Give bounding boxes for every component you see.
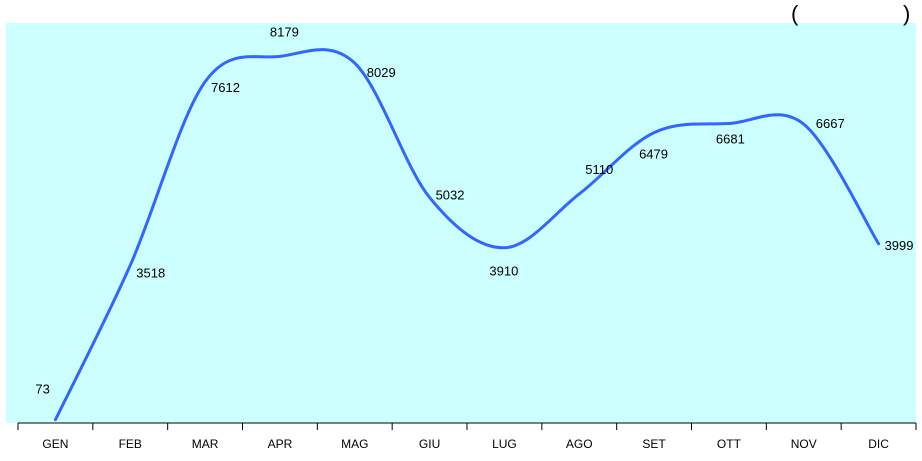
data-label: 6479 (639, 147, 668, 162)
series-line (53, 48, 881, 422)
x-tick-label: FEB (119, 437, 142, 451)
x-tick-label: AGO (566, 437, 593, 451)
data-label: 5110 (585, 162, 613, 177)
data-label: 3910 (489, 264, 518, 279)
data-label: 8179 (270, 24, 299, 39)
x-tick-label: OTT (717, 437, 742, 451)
data-label: 3518 (136, 265, 165, 280)
chart-title-area: ( ) (791, 1, 910, 26)
x-tick-label: LUG (492, 437, 517, 451)
data-label: 5032 (436, 187, 465, 202)
data-label: 73 (35, 382, 49, 397)
data-label: 6667 (816, 116, 845, 131)
title-fragment-left: ( (791, 1, 799, 26)
x-tick-label: MAG (341, 437, 368, 451)
data-label: 8029 (367, 65, 396, 80)
plot-area (6, 23, 916, 423)
x-tick-label: APR (268, 437, 293, 451)
x-tick-label: DIC (868, 437, 889, 451)
x-axis-labels: GEN FEB MAR APR MAG GIU LUG AGO SET OTT NOV DIC (42, 437, 889, 451)
x-axis-ticks (17, 423, 917, 430)
data-label: 6681 (716, 132, 745, 147)
data-label: 3999 (885, 238, 914, 253)
x-tick-label: GIU (419, 437, 440, 451)
x-tick-label: GEN (42, 437, 68, 451)
x-tick-label: NOV (791, 437, 817, 451)
title-fragment-right: ) (903, 1, 910, 26)
data-labels: 73 3518 7612 8179 8029 5032 3910 5110 6479 6681 66… (35, 24, 913, 396)
data-label: 7612 (211, 80, 240, 95)
x-tick-label: MAR (192, 437, 219, 451)
x-tick-label: SET (642, 437, 666, 451)
